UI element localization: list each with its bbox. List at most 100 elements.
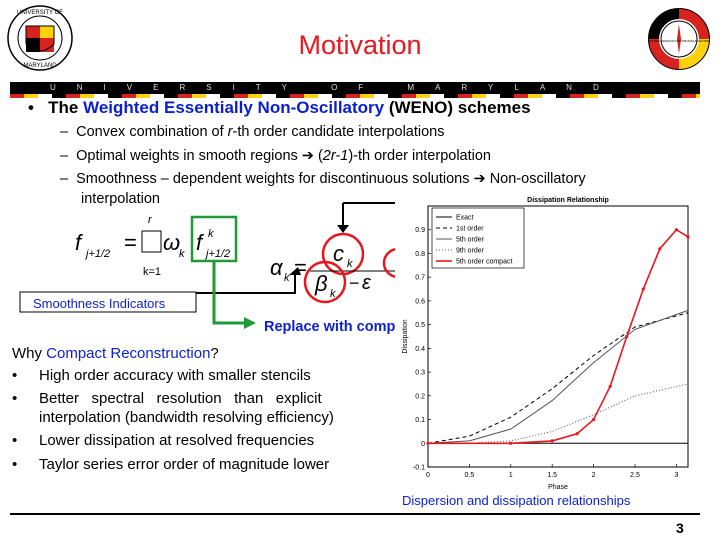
main-bullet-suffix: (WENO) schemes [384, 98, 531, 117]
formula-c-k: k [347, 258, 353, 270]
weno-formula-diagram: f j+1/2 = r k=1 ω k f k j+1/2 α k = c k … [19, 202, 410, 329]
y-tick-label: 0.8 [415, 251, 425, 258]
arrow-icon: ➔ [301, 148, 314, 164]
y-tick-label: 0.2 [415, 393, 425, 400]
smoothness-indicator-circle [303, 260, 347, 304]
university-banner: UNIVERSITY OF MARYLAND [10, 82, 700, 94]
legend-label: 5th order [456, 237, 485, 244]
smoothness-box [19, 291, 197, 313]
chart-legend [431, 207, 525, 269]
bullet-dot: • [12, 390, 18, 407]
footer-rule [10, 513, 700, 515]
flag-stripe [10, 94, 700, 98]
formula-sub-right: j+1/2 [204, 248, 230, 260]
x-tick-label: 3 [674, 472, 678, 479]
formula-c: c [333, 241, 344, 266]
formula-f-k: k [208, 228, 214, 240]
smoothness-indicators-label: Smoothness Indicators [33, 296, 166, 311]
series-point [575, 432, 579, 436]
main-bullet-prefix: The [48, 98, 84, 117]
bullet-dot: • [12, 367, 18, 384]
why-lead: Why [12, 345, 47, 362]
x-tick-label: 2 [592, 472, 596, 479]
why-text: Better spectral resolution than explicit [39, 390, 322, 407]
sub-bullet-text: Optimal weights in smooth regions [76, 148, 302, 164]
formula-f-left: f [75, 230, 84, 255]
rotorcraft-logo-text: ALFRED GESSOW ROTORCRAFT CENTER [649, 39, 711, 43]
sub-bullet-text: Smoothness – dependent weights for disco… [76, 171, 474, 187]
x-axis-label: Phase [548, 484, 568, 491]
sub-bullet-1: – Convex combination of r-th order candi… [60, 124, 445, 140]
series-point [550, 439, 554, 443]
sub-bullet-3-cont: interpolation [81, 191, 160, 207]
formula-minus: − [349, 273, 360, 293]
series-point [686, 235, 690, 239]
series-point [608, 384, 612, 388]
y-tick-label: 0.7 [415, 275, 425, 282]
formula-f-right: f [196, 230, 205, 255]
series-point [509, 441, 513, 445]
slide-title: Motivation [298, 30, 422, 60]
arrow-icon: ➔ [473, 171, 486, 187]
sub-bullet-text: ( [313, 148, 323, 164]
chart-title: Dissipation Relationship [527, 197, 609, 204]
page-number: 3 [676, 520, 684, 536]
arrowhead [289, 267, 301, 275]
why-text: High order accuracy with smaller stencil… [39, 367, 311, 384]
sub-bullet-3: – Smoothness – dependent weights for dis… [60, 171, 586, 187]
seal-text-top: UNIVERSITY OF [17, 10, 63, 16]
dash: – [60, 124, 77, 140]
formula-beta: β [314, 271, 328, 296]
university-seal-logo: UNIVERSITY OF MARYLAND [7, 5, 73, 71]
why-item-3: • Lower dissipation at resolved frequenci… [12, 432, 314, 449]
y-tick-label: 0.6 [415, 298, 425, 305]
sub-bullet-text: Non-oscillatory [485, 171, 586, 187]
series-point [641, 287, 645, 291]
why-q: ? [210, 345, 219, 362]
formula-sub-left: j+1/2 [84, 248, 110, 260]
replace-arrow [212, 261, 244, 325]
formula-alpha: α [270, 255, 284, 280]
series-point [674, 228, 679, 232]
y-tick-label: 0 [421, 441, 425, 448]
series-point [592, 417, 596, 422]
bullet-dot: • [28, 98, 49, 117]
sub-bullet-text: -th order candidate interpolations [232, 124, 445, 140]
bullet-dot: • [12, 456, 18, 473]
why-text: Taylor series error order of magnitude l… [39, 456, 330, 473]
legend-label: Exact [456, 215, 474, 222]
y-tick-label: 0.9 [415, 227, 425, 234]
series-line-3 [427, 309, 689, 444]
sub-bullet-text: Convex combination of [76, 124, 228, 140]
series-line-2 [427, 312, 689, 444]
formula-omega-k: k [179, 248, 185, 260]
why-item-4: • Taylor series error order of magnitude … [12, 456, 329, 473]
formula-eq-1: = [124, 230, 137, 255]
x-tick-label: 1.5 [547, 472, 557, 479]
sum-sign-box [141, 230, 162, 253]
formula-eps: ε [362, 272, 372, 294]
formula-omega: ω [163, 230, 180, 255]
replace-label: Replace with compact [264, 319, 398, 335]
formula-beta-k: k [330, 288, 336, 300]
formula-alpha-k: k [284, 272, 290, 284]
series-point [426, 441, 430, 445]
sub-bullet-italic: r [227, 124, 233, 140]
dissipation-chart: Dissipation Relationship Phase Dissipation… [395, 192, 700, 492]
formula-r: r [148, 214, 153, 226]
seal-text-bottom: MARYLAND [23, 63, 57, 69]
y-tick-label: 0.5 [415, 322, 425, 329]
why-heading: Why Compact Reconstruction? [12, 345, 219, 362]
y-axis-label: Dissipation [402, 319, 409, 353]
y-tick-label: 0.1 [415, 417, 425, 424]
y-tick-label: 0.4 [415, 346, 425, 353]
dash: – [60, 148, 77, 164]
legend-label: 1st order [456, 226, 484, 233]
chart-caption: Dispersion and dissipation relationships [402, 493, 631, 508]
y-tick-label: -0.1 [413, 465, 425, 472]
series-point [625, 334, 629, 339]
series-point [658, 247, 662, 251]
legend-label: 5th order compact [456, 259, 512, 266]
legend-label: 9th order [456, 248, 485, 255]
smoothness-arrow [196, 273, 296, 294]
